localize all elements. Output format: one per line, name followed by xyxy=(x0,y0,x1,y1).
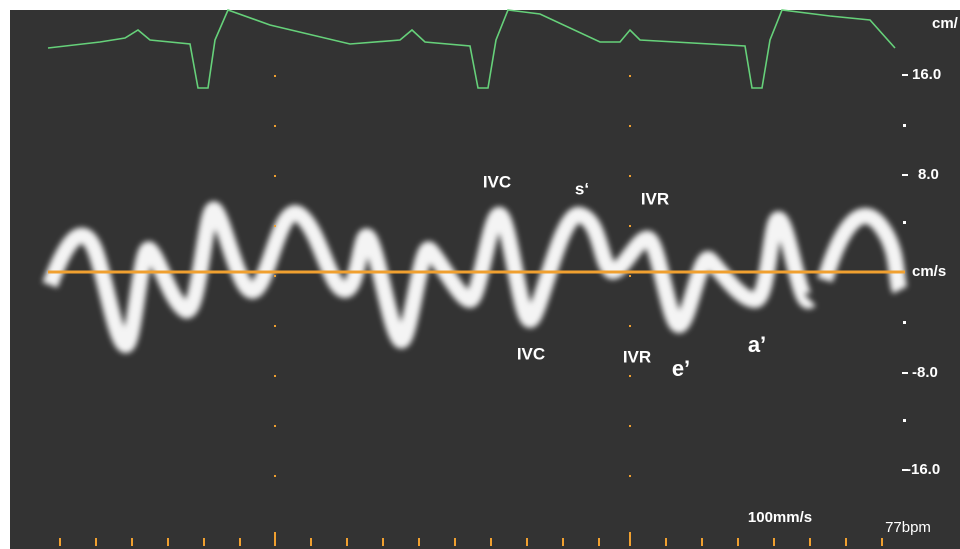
scale-marks xyxy=(902,74,908,471)
time-ruler xyxy=(59,532,883,546)
annotation: IVR xyxy=(641,189,669,208)
scale-label: -8.0 xyxy=(912,364,938,381)
ecg-trace xyxy=(47,8,896,89)
doppler-trace xyxy=(42,201,908,354)
annotation: a’ xyxy=(748,332,766,357)
annotation: IVC xyxy=(517,344,545,363)
annotation: IVC xyxy=(483,172,511,191)
sweep-speed: 100mm/s xyxy=(748,509,812,526)
unit-label: cm/ xyxy=(932,15,959,32)
scale-label: 8.0 xyxy=(918,166,939,183)
annotation: s‘ xyxy=(575,179,589,198)
annotation: e’ xyxy=(672,356,690,381)
scale-unit: cm/s xyxy=(912,263,946,280)
scale-label: 16.0 xyxy=(912,66,941,83)
annotation: IVR xyxy=(623,347,651,366)
scale-label: -16.0 xyxy=(906,461,940,478)
heart-rate: 77bpm xyxy=(885,519,931,536)
